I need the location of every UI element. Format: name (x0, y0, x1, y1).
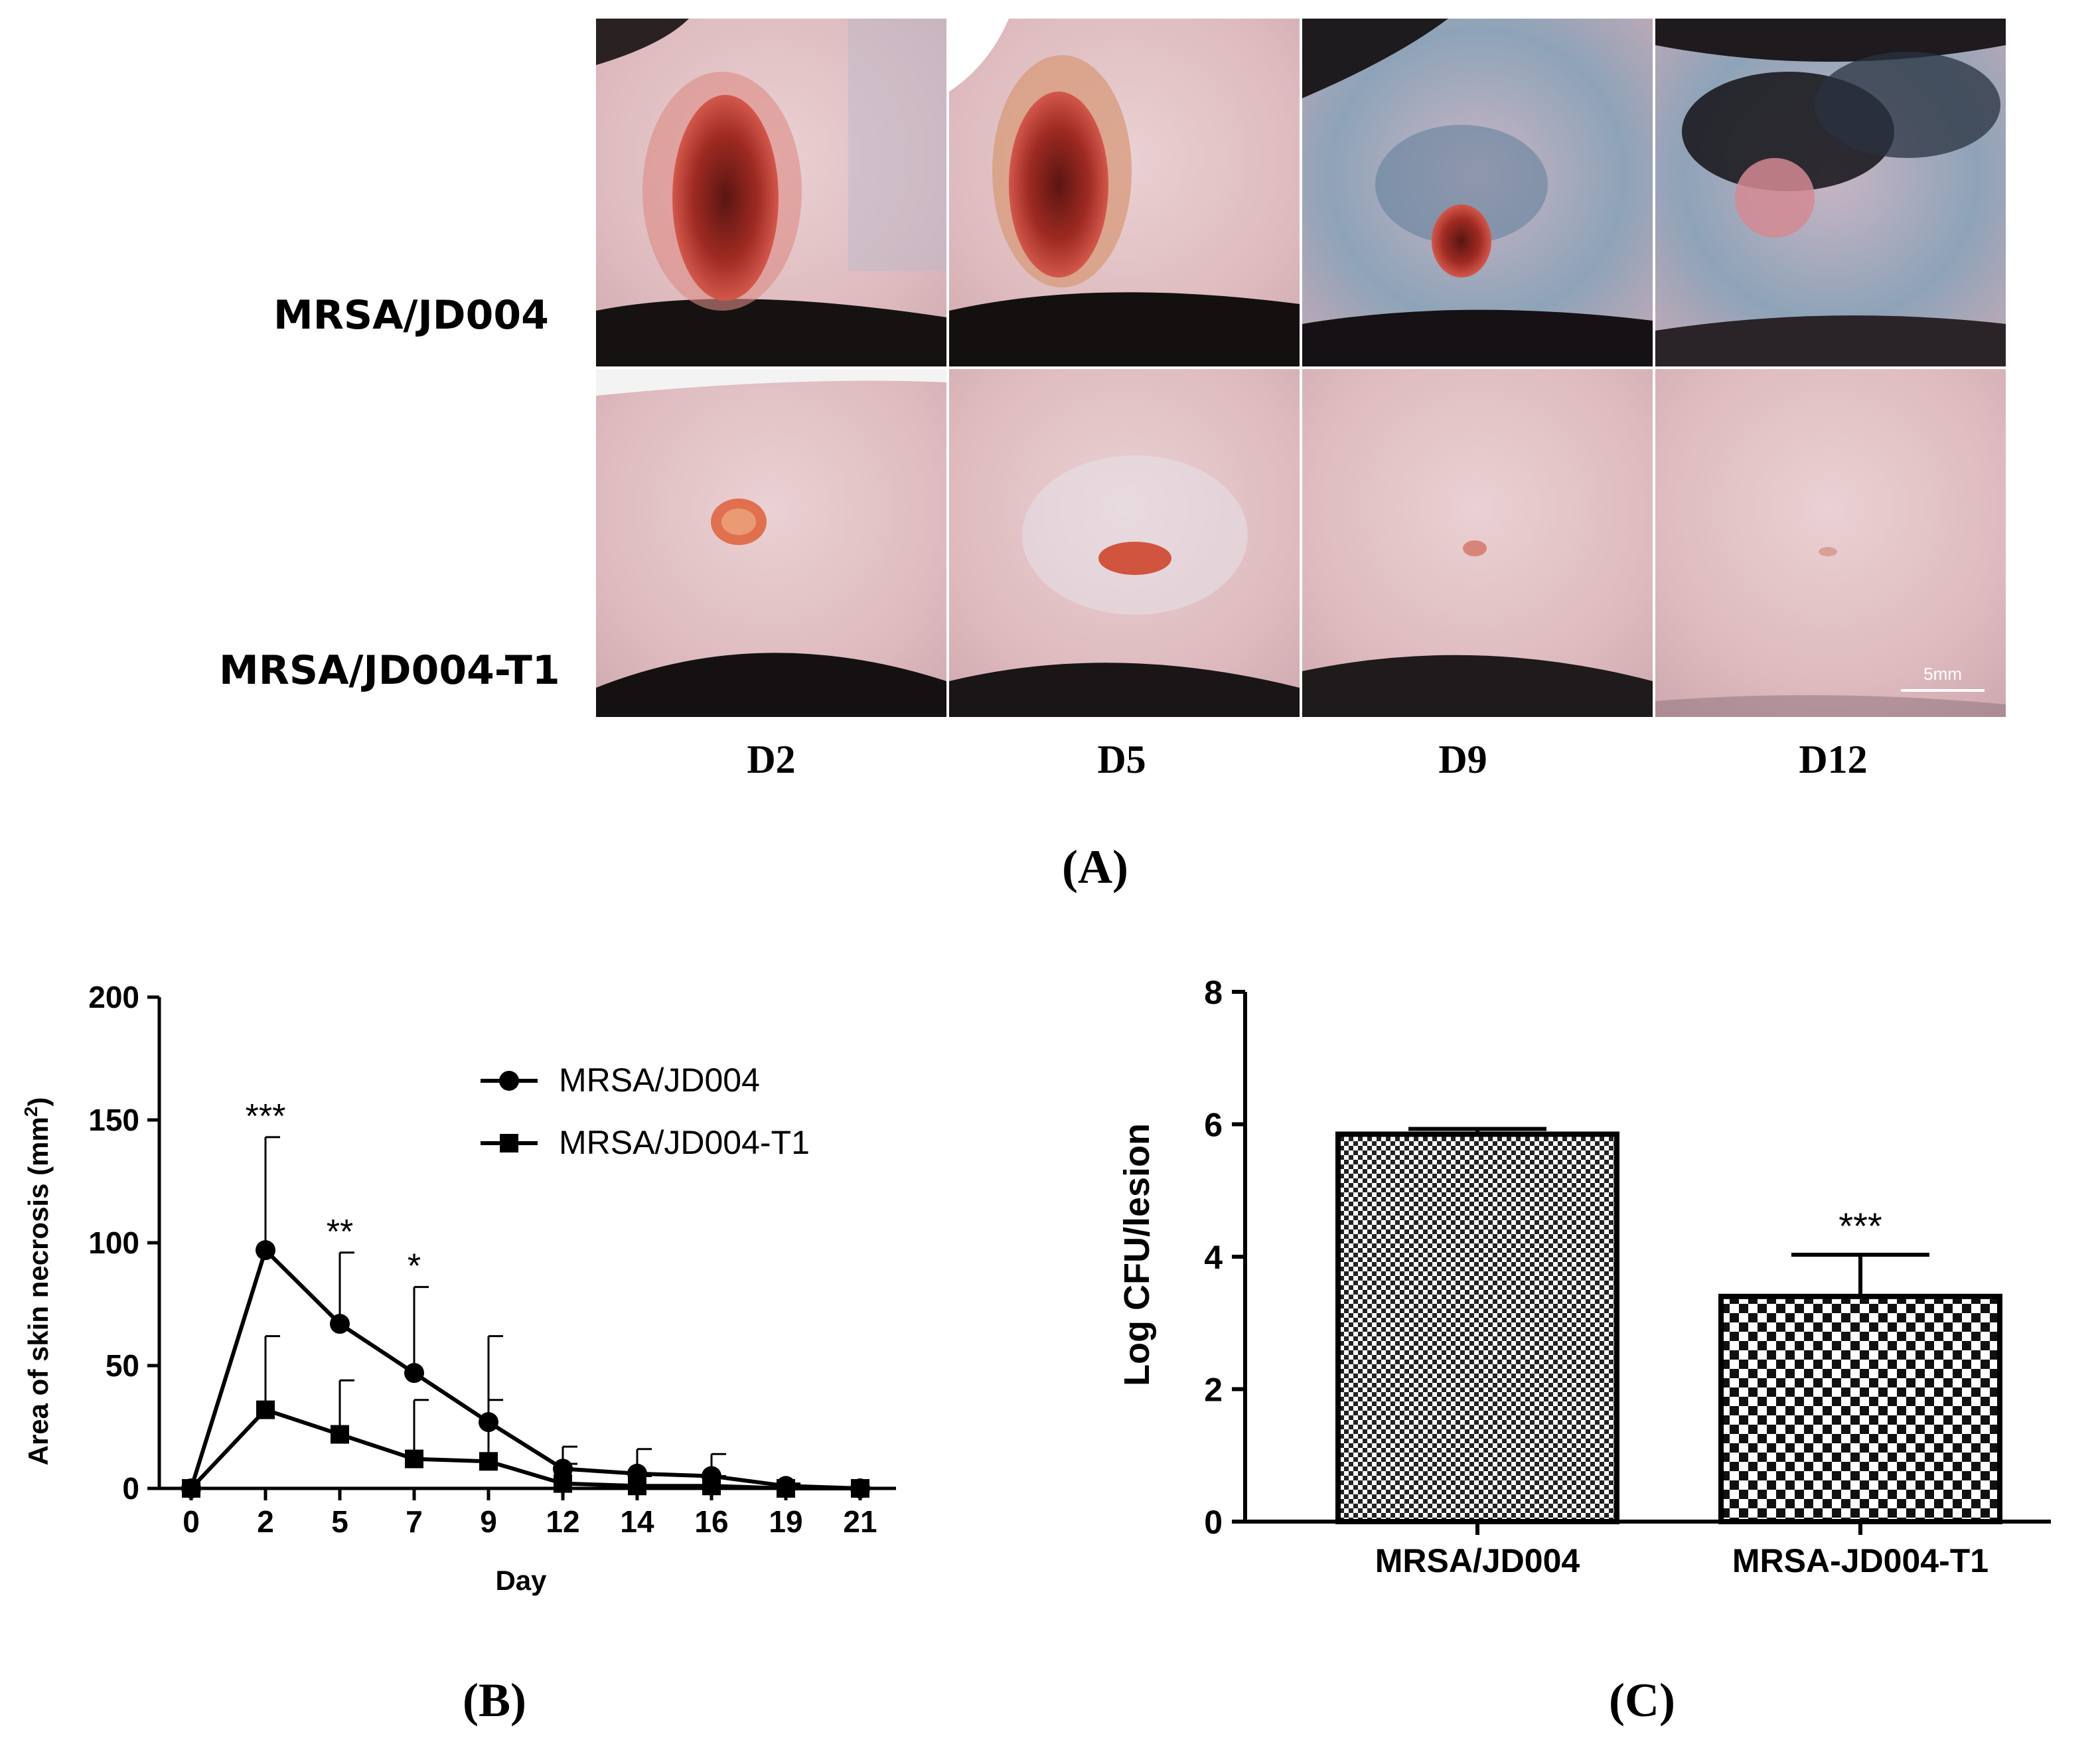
data-point (628, 1476, 646, 1496)
row-label-mrsa-jd004-t1: MRSA/JD004-T1 (219, 647, 560, 694)
data-point (256, 1400, 275, 1419)
data-point (554, 1474, 572, 1493)
photo-jd004-d12 (1655, 19, 2006, 366)
day-label-d5: D5 (1097, 738, 1146, 781)
y-tick-label: 150 (88, 1103, 139, 1137)
row-label-mrsa-jd004: MRSA/JD004 (273, 292, 549, 339)
photo-jd004-d5 (949, 19, 1300, 366)
bar-jd004-t1 (1718, 1293, 2002, 1524)
x-tick-label: 9 (480, 1504, 497, 1539)
data-point (479, 1452, 498, 1471)
data-point (330, 1314, 350, 1334)
y-tick-label: 100 (88, 1226, 139, 1260)
y-tick-label: 8 (1204, 974, 1223, 1011)
significance-marker: *** (246, 1097, 286, 1136)
data-point (331, 1425, 349, 1444)
x-tick-label: 0 (183, 1504, 200, 1539)
panel-label-a: (A) (1062, 840, 1128, 894)
data-point (182, 1479, 200, 1498)
y-tick-label: 200 (88, 980, 139, 1014)
photo-jd004-d9 (1302, 19, 1653, 366)
bar-jd004 (1335, 1131, 1619, 1524)
legend: MRSA/JD004 MRSA/JD004-T1 (481, 1062, 810, 1161)
photo-jd004-t1-d2 (596, 369, 946, 717)
day-label-d12: D12 (1799, 738, 1868, 781)
y-tick-label: 0 (122, 1471, 139, 1506)
x-tick-label: 21 (843, 1504, 877, 1539)
series-line-jd004-t1 (189, 1407, 860, 1490)
x-axis-label: Day (495, 1565, 547, 1596)
x-tick-label: MRSA-JD004-T1 (1732, 1542, 1988, 1579)
x-tick-label: 19 (769, 1504, 802, 1539)
data-point (702, 1476, 721, 1496)
x-tick-label: MRSA/JD004 (1375, 1542, 1580, 1579)
x-tick-label: 12 (546, 1504, 579, 1539)
y-axis-label: Log CFU/lesion (1117, 1123, 1157, 1386)
data-point (777, 1479, 795, 1498)
y-axis-label: Area of skin necrosis (mm2) (21, 1097, 54, 1466)
data-point (404, 1363, 424, 1384)
y-tick-label: 0 (1204, 1504, 1223, 1541)
legend-marker-square (500, 1134, 518, 1152)
x-tick-label: 5 (331, 1504, 348, 1539)
photo-jd004-t1-d5 (949, 369, 1300, 717)
significance-marker: * (408, 1247, 421, 1286)
data-point (405, 1449, 423, 1468)
x-tick-label: 2 (257, 1504, 274, 1539)
scale-bar-label: 5mm (1923, 664, 1962, 684)
significance-marker: ** (327, 1213, 353, 1251)
x-tick-label: 14 (620, 1504, 654, 1539)
y-tick-label: 4 (1204, 1239, 1223, 1276)
photo-jd004-d2 (596, 19, 946, 366)
bar-chart-log-cfu: 0 2 4 6 8 MRSA/JD004 MRSA-JD004-T1 *** Log CFU… (1117, 974, 2051, 1579)
data-point (256, 1240, 275, 1261)
y-tick-label: 50 (106, 1348, 139, 1383)
legend-marker-circle (499, 1071, 519, 1091)
data-point (851, 1479, 869, 1498)
legend-label-jd004: MRSA/JD004 (559, 1062, 760, 1099)
y-tick-label: 2 (1204, 1372, 1223, 1409)
x-tick-label: 16 (694, 1504, 728, 1539)
legend-label-jd004-t1: MRSA/JD004-T1 (559, 1124, 810, 1161)
panel-label-b: (B) (463, 1674, 526, 1727)
photo-jd004-t1-d9 (1302, 369, 1653, 717)
photo-jd004-t1-d12: 5mm (1655, 369, 2006, 717)
x-tick-label: 7 (406, 1504, 423, 1539)
panel-label-c: (C) (1609, 1674, 1675, 1727)
y-tick-label: 6 (1204, 1107, 1223, 1144)
day-label-d9: D9 (1438, 738, 1487, 781)
series-line-jd004 (189, 1246, 861, 1490)
significance-marker: *** (1838, 1205, 1882, 1247)
day-label-d2: D2 (747, 738, 796, 781)
